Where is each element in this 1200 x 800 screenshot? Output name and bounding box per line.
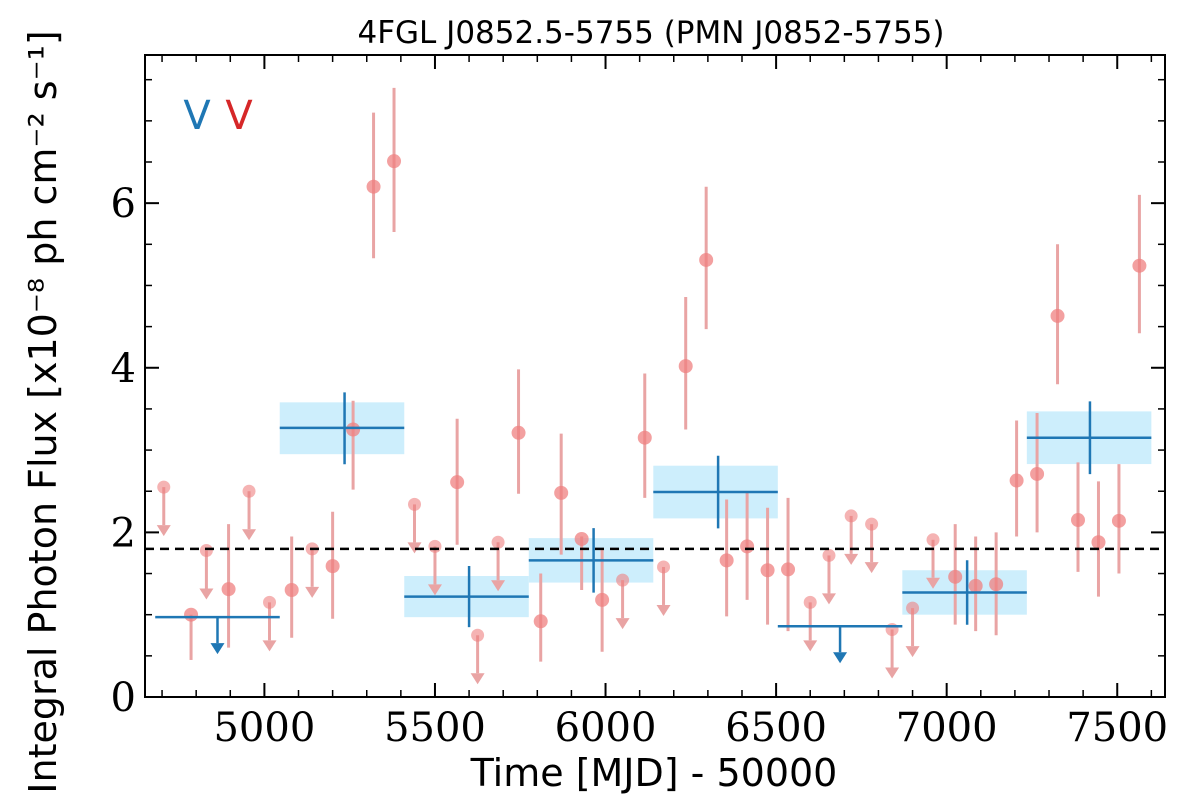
upper-limit-marker [471,628,485,642]
data-point [1009,473,1024,488]
upper-limit-arrowhead [262,640,277,652]
data-point [719,553,734,568]
data-point [781,562,796,577]
data-point [346,422,361,437]
y-tick-label: 4 [111,346,136,392]
bin-upper-limit-arrowhead [833,652,848,664]
upper-limit-arrowhead [905,646,920,658]
upper-limit-arrowhead [199,588,214,600]
legend-marker: V [225,93,253,139]
upper-limit-marker [822,548,836,562]
upper-limit-marker [157,480,171,494]
data-point [387,154,402,169]
data-point [533,614,548,629]
data-point [1091,535,1106,550]
axes-layer: 5000 5500 6000 6500 7000 7500 0 2 4 6 [111,54,1168,751]
data-point [699,252,714,267]
upper-limit-arrowhead [864,562,879,574]
x-tick-label: 5000 [213,705,315,751]
upper-limit-arrowhead [470,673,485,685]
x-tick-label: 7500 [1066,705,1168,751]
plot-frame [144,54,1166,698]
data-point [948,569,963,584]
upper-limit-marker [803,595,817,609]
data-point [989,577,1004,592]
x-tick-label: 6500 [725,705,827,751]
upper-limit-arrowhead [407,542,422,554]
data-point [554,485,569,500]
legend-marker: V [183,93,211,139]
y-tick-label: 0 [111,675,136,721]
data-point [1050,308,1065,323]
data-point [284,583,299,597]
data-point [574,531,589,546]
data-point [678,359,693,374]
data-point [325,559,340,574]
data-layer [155,87,1152,685]
chart-title: 4FGL J0852.5-5755 (PMN J0852-5755) [357,15,944,51]
data-point [1132,258,1147,273]
upper-limit-arrowhead [844,553,859,565]
upper-limit-arrowhead [803,640,818,652]
data-point [1071,513,1086,528]
upper-limit-marker [926,533,940,547]
data-point [184,607,199,622]
upper-limit-arrowhead [821,593,836,605]
data-point [968,578,983,593]
y-axis-label: Integral Photon Flux [x10⁻⁸ ph cm⁻² s⁻¹] [21,30,65,793]
upper-limit-arrowhead [242,529,257,541]
data-point [366,179,381,194]
bin-upper-limit-arrowhead [210,643,225,655]
data-point [595,592,610,607]
upper-limit-marker [428,539,442,553]
upper-limit-marker [885,623,899,637]
data-point [740,539,755,554]
upper-limit-arrowhead [615,618,630,630]
upper-limit-arrowhead [305,586,320,598]
x-axis-label: Time [MJD] - 50000 [470,751,838,795]
y-tick-label: 2 [111,510,136,556]
data-point [221,582,236,597]
upper-limit-marker [263,595,277,609]
upper-limit-arrowhead [427,584,442,596]
x-tick-label: 7000 [896,705,998,751]
upper-limit-marker [906,601,920,615]
upper-limit-arrowhead [491,580,506,592]
upper-limit-marker [657,560,671,574]
data-point [511,425,526,440]
upper-limit-marker [242,484,256,498]
data-point [450,475,465,490]
x-tick-label: 5500 [384,705,486,751]
y-tick-label: 6 [111,181,136,227]
data-point [1111,513,1126,528]
x-tick-label: 6000 [555,705,657,751]
upper-limit-marker [491,535,505,549]
upper-limit-marker [407,497,421,511]
upper-limit-arrowhead [885,667,900,679]
upper-limit-marker [844,509,858,523]
upper-limit-arrowhead [656,604,671,616]
upper-limit-marker [199,543,213,557]
data-point [637,430,652,445]
data-point [1030,466,1045,481]
upper-limit-arrowhead [156,525,171,537]
upper-limit-arrowhead [926,577,941,589]
upper-limit-marker [616,573,630,587]
upper-limit-marker [865,517,879,531]
data-point [760,563,775,578]
